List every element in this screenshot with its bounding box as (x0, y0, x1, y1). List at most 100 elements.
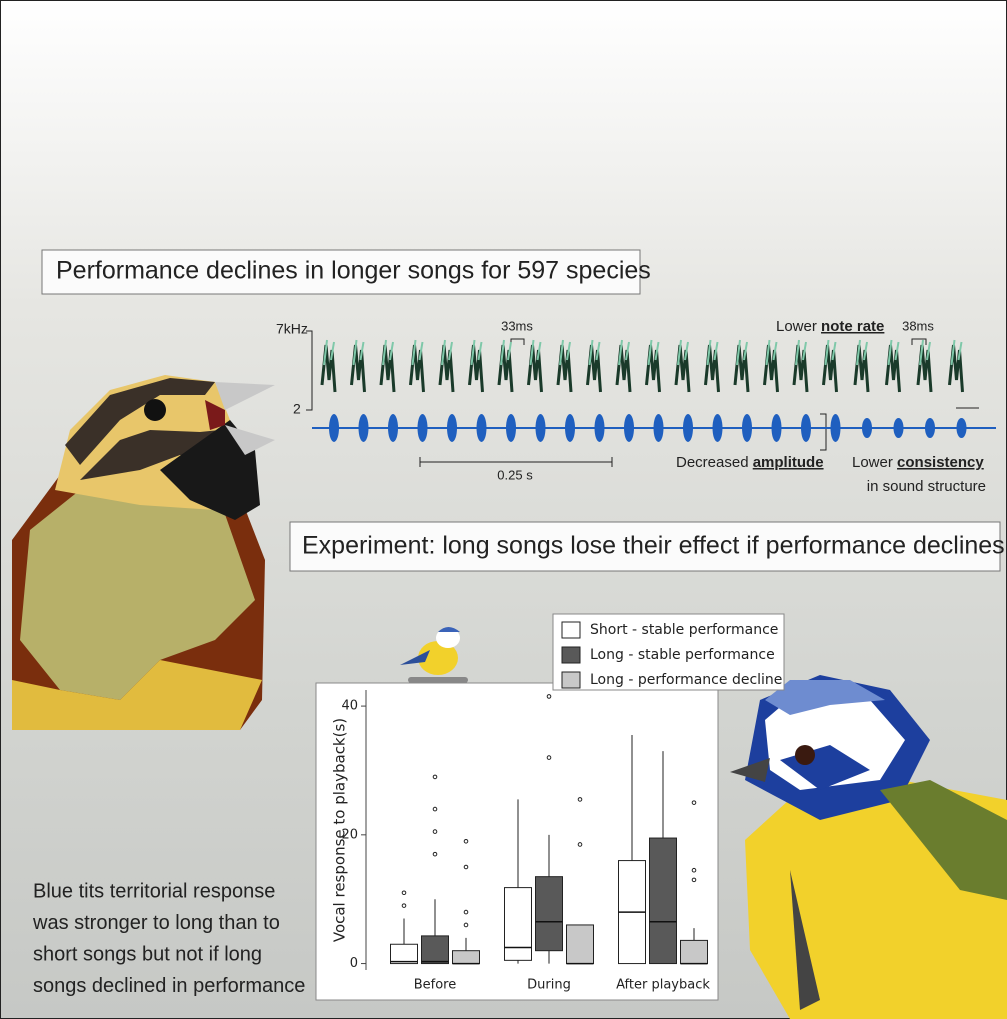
spectrogram-note (647, 339, 660, 366)
experiment-box (289, 521, 1001, 572)
spectrogram-note (500, 339, 512, 366)
box (649, 837, 677, 965)
bird-mouth (205, 400, 225, 430)
box (566, 924, 594, 965)
gap-label: 38ms (902, 318, 934, 333)
outlier (691, 800, 697, 805)
waveform-burst (565, 414, 575, 442)
small-bluetit (400, 627, 468, 683)
bird-eye (795, 745, 815, 765)
bird-cap (765, 680, 885, 715)
label-text: Lower (852, 454, 893, 471)
outlier (691, 867, 697, 873)
bird-tail (400, 650, 430, 665)
waveform-burst (476, 414, 487, 442)
outlier (432, 806, 438, 812)
waveform-burst (956, 418, 967, 438)
time-scale-label: 0.25 s (497, 467, 533, 482)
y-tick-label: 0 (350, 956, 358, 971)
outlier (463, 838, 469, 844)
outlier (691, 877, 697, 883)
spectrogram-note (677, 339, 689, 366)
waveform-burst (329, 414, 339, 442)
freq-top: 7kHz (276, 321, 308, 337)
spectrogram: 7kHz 2 33ms 38ms Lower note rate 0.25 s … (276, 318, 996, 495)
bird-feather (790, 870, 820, 1010)
bird-head (436, 628, 460, 648)
waveform-burst (742, 414, 752, 442)
spectrogram-note (411, 339, 424, 366)
legend-swatch (561, 671, 581, 689)
outlier (463, 922, 469, 928)
bird-throat (160, 420, 260, 520)
summary-line: Blue tits territorial response (33, 880, 275, 902)
bunting-illustration (12, 375, 275, 730)
label-text: Lower (776, 318, 817, 335)
box (421, 935, 449, 965)
outlier (463, 909, 469, 915)
spectrogram-note (382, 339, 394, 366)
legend-swatch (561, 621, 581, 639)
waveform-burst (535, 414, 546, 442)
headline-box (41, 249, 641, 295)
bird-breast (20, 480, 255, 700)
bird-eye (144, 399, 166, 421)
headline: Performance declines in longer songs for… (56, 257, 651, 285)
spectrogram-note (765, 339, 778, 366)
outlier (546, 694, 552, 699)
waveform-burst (388, 414, 398, 442)
outlier (463, 864, 469, 870)
legend-label: Short - stable performance (590, 622, 778, 638)
spectrogram-note (856, 339, 868, 366)
y-tick-label: 40 (341, 699, 358, 714)
x-tick-label: Before (414, 978, 457, 993)
box (504, 887, 532, 961)
bird-beak (225, 425, 275, 455)
spectrogram-note (559, 339, 571, 366)
x-tick-label: During (527, 978, 571, 993)
gap-bracket (911, 338, 927, 345)
consistency-label: in sound structure (867, 478, 986, 495)
summary-line: was stronger to long than to (32, 912, 280, 934)
waveform-burst (594, 414, 605, 442)
legend: Short - stable performance Long - stable … (561, 621, 782, 689)
bird-beak (730, 758, 770, 782)
box (390, 943, 418, 965)
label-text: Decreased (676, 454, 749, 471)
bluetit-illustration (730, 675, 1007, 1019)
legend-label: Long - performance decline (590, 672, 782, 688)
spectrogram-note (441, 339, 453, 366)
spectrogram-note (323, 339, 335, 366)
spectrogram-note (950, 339, 963, 366)
label-emphasis: note rate (821, 318, 884, 335)
spectrogram-note (824, 339, 837, 366)
waveform-burst (712, 414, 723, 442)
note-rate-label: Lower note rate (776, 318, 884, 335)
outlier (432, 774, 438, 780)
label-emphasis: consistency (897, 454, 984, 471)
box (452, 950, 480, 965)
freq-bottom: 2 (293, 401, 301, 417)
waveform-burst (624, 414, 634, 442)
outlier (577, 842, 583, 847)
consistency-label: Lower consistency (852, 454, 984, 471)
box-plot: 0 20 40 Vocal response to playback(s) Before… (331, 690, 710, 993)
waveform-burst (801, 414, 811, 442)
bird-crown (65, 378, 215, 465)
amplitude-bracket (820, 413, 827, 451)
box (535, 876, 563, 952)
y-axis-label: Vocal response to playback(s) (331, 718, 349, 942)
spectrogram-note (706, 339, 719, 366)
spectrogram-note (352, 339, 365, 366)
spectrogram-note (919, 339, 931, 366)
summary-line: songs declined in performance (33, 975, 305, 997)
box (680, 939, 708, 965)
perch (408, 677, 468, 683)
freq-bracket (306, 330, 313, 411)
summary-line: short songs but not if long (33, 943, 262, 965)
waveform-burst (893, 418, 904, 438)
legend-label: Long - stable performance (590, 647, 775, 663)
y-tick-label: 20 (341, 827, 358, 842)
